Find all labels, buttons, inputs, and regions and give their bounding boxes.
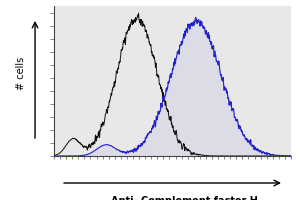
Text: Anti- Complement factor H: Anti- Complement factor H [111, 196, 258, 200]
Text: # cells: # cells [16, 57, 26, 90]
